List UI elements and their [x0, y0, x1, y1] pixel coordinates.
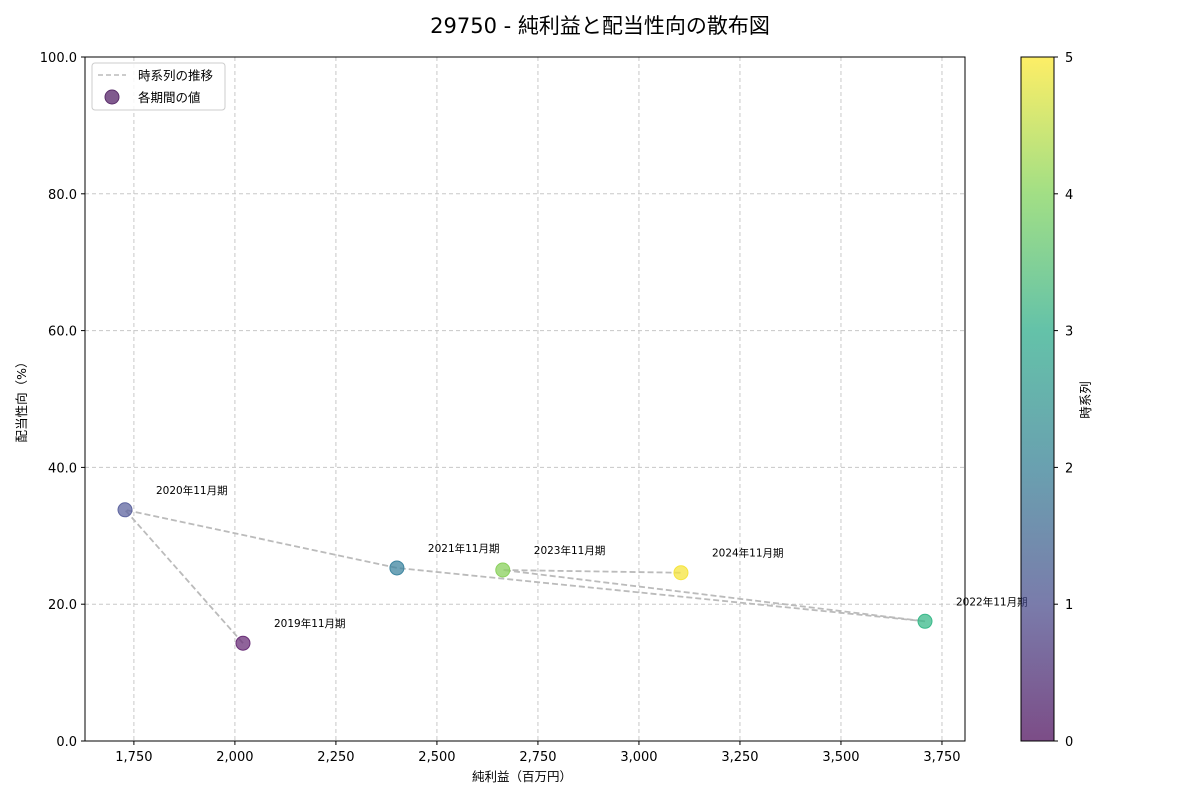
x-tick-label: 2,500	[418, 750, 455, 765]
grid-lines	[85, 57, 965, 741]
legend-marker-icon	[104, 89, 120, 105]
x-tick-label: 2,000	[216, 750, 253, 765]
data-point	[917, 613, 933, 629]
colorbar-tick-label: 1	[1065, 598, 1073, 613]
x-axis-label: 純利益（百万円）	[472, 769, 572, 784]
data-point	[235, 635, 251, 651]
trend-line	[122, 508, 926, 644]
point-label: 2022年11月期	[956, 595, 1028, 608]
point-label: 2021年11月期	[428, 542, 500, 555]
legend-label-trend: 時系列の推移	[138, 68, 213, 83]
colorbar-tick-label: 2	[1065, 461, 1073, 476]
point-label: 2023年11月期	[534, 544, 606, 557]
y-tick-label: 80.0	[48, 188, 77, 203]
data-point	[495, 562, 511, 578]
y-tick-label: 100.0	[40, 51, 77, 66]
x-tick-label: 3,250	[721, 750, 758, 765]
colorbar-tick-label: 5	[1065, 51, 1073, 66]
y-axis-ticks: 0.0 20.0 40.0 60.0 80.0 100.0	[40, 51, 85, 750]
data-point	[117, 502, 133, 518]
point-label: 2020年11月期	[156, 484, 228, 497]
x-axis-ticks: 1,750 2,000 2,250 2,500 2,750 3,000 3,250 3,500…	[115, 741, 961, 765]
colorbar-ticks: 0 1 2 3 4 5	[1054, 51, 1073, 750]
data-point	[389, 560, 405, 576]
x-tick-label: 1,750	[115, 750, 152, 765]
x-tick-label: 2,750	[519, 750, 556, 765]
y-tick-label: 60.0	[48, 325, 77, 340]
point-annotations: 2019年11月期 2020年11月期 2021年11月期 2022年11月期 2023…	[156, 484, 1028, 630]
x-tick-label: 3,750	[923, 750, 960, 765]
y-axis-label: 配当性向（%）	[14, 356, 29, 443]
point-label: 2019年11月期	[274, 617, 346, 630]
legend-label-points: 各期間の値	[138, 90, 201, 105]
data-point	[673, 565, 689, 581]
x-tick-label: 3,000	[620, 750, 657, 765]
y-tick-label: 20.0	[48, 598, 77, 613]
colorbar-tick-label: 3	[1065, 325, 1073, 340]
colorbar-tick-label: 0	[1065, 735, 1073, 750]
x-tick-label: 2,250	[317, 750, 354, 765]
y-tick-label: 40.0	[48, 461, 77, 476]
colorbar: 0 1 2 3 4 5 時系列	[1020, 51, 1093, 750]
plot-frame	[84, 56, 966, 742]
y-tick-label: 0.0	[56, 735, 77, 750]
colorbar-tick-label: 4	[1065, 188, 1073, 203]
x-tick-label: 3,500	[822, 750, 859, 765]
data-points	[117, 502, 933, 651]
colorbar-label: 時系列	[1078, 381, 1093, 419]
point-label: 2024年11月期	[712, 547, 784, 560]
legend: 時系列の推移 各期間の値	[91, 62, 226, 111]
chart-title: 29750 - 純利益と配当性向の散布図	[430, 14, 770, 38]
